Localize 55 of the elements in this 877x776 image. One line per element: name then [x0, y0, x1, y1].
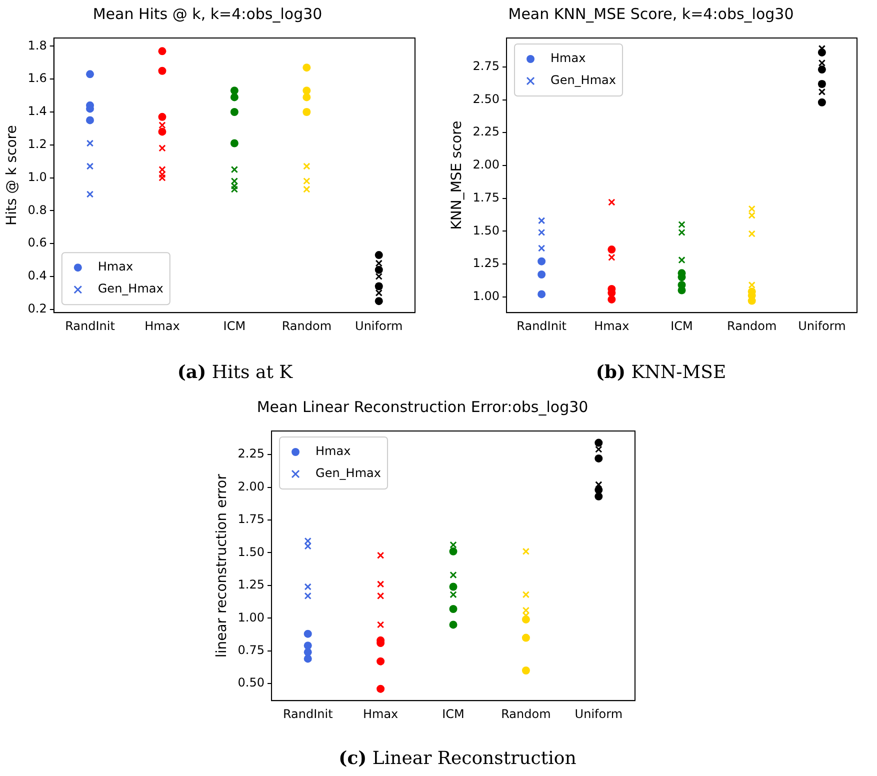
y-tick-label: 1.75 [472, 190, 500, 204]
chart-title: Mean Hits @ k, k=4:obs_log30 [92, 4, 322, 23]
x-tick-label: ICM [223, 318, 246, 333]
x-tick-label: Uniform [574, 706, 623, 721]
y-tick-label: 0.4 [28, 268, 47, 283]
x-tick-label: Hmax [594, 318, 630, 333]
x-tick-label: Uniform [355, 318, 403, 333]
x-tick-label: Uniform [798, 318, 846, 333]
y-tick-label: 0.6 [28, 236, 47, 250]
chart-title: Mean Linear Reconstruction Error:obs_log30 [256, 398, 588, 416]
x-tick-label: RandInit [65, 318, 116, 333]
y-tick-label: 1.6 [28, 71, 47, 86]
legend-label: Gen_Hmax [98, 282, 164, 296]
x-tick-label: ICM [442, 706, 464, 721]
y-axis-title: linear reconstruction error [214, 474, 230, 658]
y-tick-label: 1.8 [28, 38, 47, 52]
legend-label: Gen_Hmax [550, 73, 616, 88]
text: (a) Hits at K [176, 362, 294, 383]
y-tick-label: 2.25 [238, 446, 265, 461]
legend-label: Hmax [550, 51, 586, 66]
legend-label: Hmax [316, 444, 351, 458]
y-tick-label: 1.4 [28, 104, 47, 118]
y-tick-label: 1.00 [472, 288, 500, 303]
chart-title: Mean KNN_MSE Score, k=4:obs_log30 [508, 4, 794, 23]
x-tick-label: Hmax [362, 706, 398, 721]
y-tick-label: 0.50 [238, 676, 265, 690]
y-tick-label: 2.00 [238, 479, 265, 494]
x-tick-label: RandInit [282, 706, 334, 721]
y-tick-label: 1.25 [238, 578, 265, 592]
y-tick-label: 1.00 [238, 610, 265, 624]
x-tick-label: ICM [670, 318, 693, 333]
y-tick-label: 1.25 [472, 256, 500, 270]
y-tick-label: 2.50 [472, 92, 500, 106]
legend-label: Hmax [98, 260, 134, 274]
y-tick-label: 1.0 [28, 170, 47, 184]
y-tick-label: 2.25 [472, 124, 500, 139]
x-tick-label: Random [727, 318, 777, 333]
legend-label: Gen_Hmax [316, 466, 381, 480]
y-tick-label: 2.00 [472, 158, 500, 172]
y-tick-label: 1.75 [238, 512, 265, 526]
y-tick-label: 0.2 [28, 301, 47, 316]
y-tick-label: 0.8 [28, 202, 47, 217]
x-tick-label: RandInit [516, 318, 567, 333]
x-tick-label: Random [282, 318, 332, 333]
text: (c) Linear Reconstruction [338, 748, 578, 769]
y-axis-title: Hits @ k score [4, 125, 20, 226]
y-tick-label: 1.2 [28, 137, 47, 152]
y-axis-title: KNN_MSE score [449, 120, 466, 230]
y-tick-label: 1.50 [472, 223, 500, 238]
x-tick-label: Random [501, 706, 551, 721]
x-tick-label: Hmax [144, 318, 180, 333]
y-tick-label: 1.50 [238, 544, 265, 559]
y-tick-label: 0.75 [238, 642, 265, 657]
text: (b) KNN-MSE [594, 362, 728, 383]
y-tick-label: 2.75 [472, 59, 500, 74]
